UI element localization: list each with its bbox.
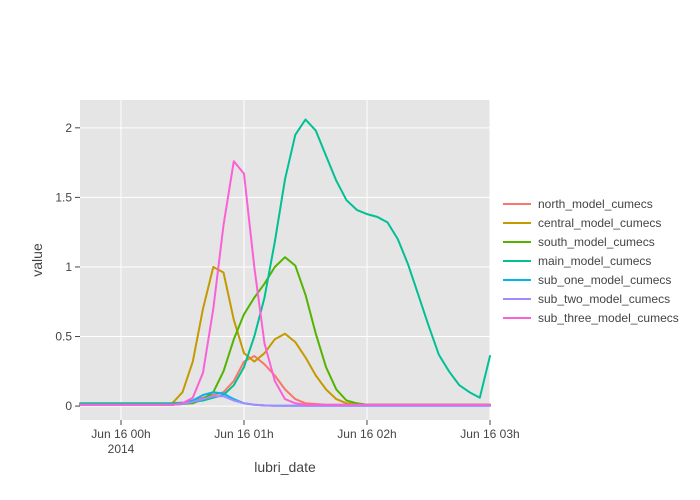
gridlines [80,100,491,420]
series-line-sub-three-model-cumecs [79,160,491,406]
y-tick-label: 0.5 [55,330,72,344]
x-axis-title: lubri_date [254,459,316,475]
legend-label: sub_one_model_cumecs [538,273,671,287]
legend-item-sub-three-model-cumecs[interactable]: sub_three_model_cumecs [503,311,679,325]
y-axis-ticks: 0 0.5 1 1.5 2 [55,121,80,413]
x-tick-label: Jun 16 03h [460,427,519,441]
legend-label: central_model_cumecs [538,216,661,230]
legend-label: north_model_cumecs [538,197,653,211]
x-tick-label: Jun 16 02h [337,427,396,441]
legend[interactable]: north_model_cumecs central_model_cumecsso… [503,197,679,325]
y-tick-label: 2 [65,121,72,135]
legend-item-north-model-cumecs[interactable]: north_model_cumecs [503,197,653,211]
legend-label: main_model_cumecs [538,254,651,268]
y-tick-label: 0 [65,399,72,413]
y-tick-label: 1.5 [55,190,72,204]
x-tick-label: Jun 16 00h [91,427,150,441]
legend-item-sub-one-model-cumecs[interactable]: sub_one_model_cumecs [503,273,671,287]
x-tick-label: Jun 16 01h [214,427,273,441]
series-lines [79,118,491,407]
plot-background [80,100,490,420]
y-axis-title: value [29,243,45,277]
legend-item-south-model-cumecs[interactable]: south_model_cumecs [503,235,655,249]
legend-label: sub_two_model_cumecs [538,292,670,306]
y-tick-label: 1 [65,260,72,274]
legend-label: south_model_cumecs [538,235,655,249]
legend-item-sub-two-model-cumecs[interactable]: sub_two_model_cumecs [503,292,670,306]
x-tick-sublabel: 2014 [108,442,135,456]
legend-item-central-model-cumecs[interactable]: central_model_cumecs [503,216,661,230]
legend-item-main-model-cumecs[interactable]: main_model_cumecs [503,254,651,268]
series-line-main-model-cumecs [79,118,491,405]
legend-label: sub_three_model_cumecs [538,311,679,325]
